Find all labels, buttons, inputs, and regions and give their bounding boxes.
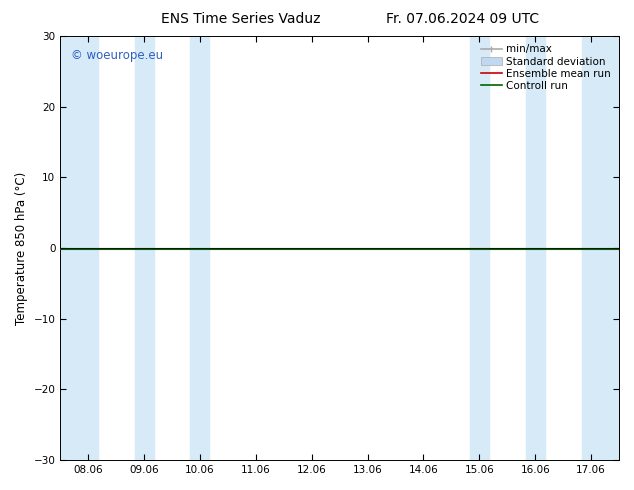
Bar bbox=[134, 36, 153, 460]
Text: Fr. 07.06.2024 09 UTC: Fr. 07.06.2024 09 UTC bbox=[386, 12, 540, 26]
Legend: min/max, Standard deviation, Ensemble mean run, Controll run: min/max, Standard deviation, Ensemble me… bbox=[478, 41, 614, 94]
Bar bbox=[470, 36, 489, 460]
Bar bbox=[60, 36, 98, 460]
Bar bbox=[526, 36, 545, 460]
Y-axis label: Temperature 850 hPa (°C): Temperature 850 hPa (°C) bbox=[15, 172, 28, 325]
Bar bbox=[581, 36, 619, 460]
Text: ENS Time Series Vaduz: ENS Time Series Vaduz bbox=[161, 12, 321, 26]
Text: © woeurope.eu: © woeurope.eu bbox=[72, 49, 164, 62]
Bar bbox=[190, 36, 209, 460]
